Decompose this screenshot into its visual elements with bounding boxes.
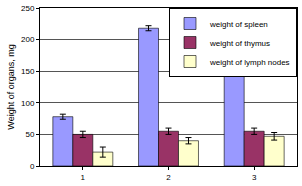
- svg-text:200: 200: [21, 35, 35, 44]
- svg-text:weight of thymus: weight of thymus: [209, 39, 270, 48]
- svg-text:250: 250: [21, 4, 35, 13]
- svg-text:1: 1: [81, 173, 86, 182]
- svg-text:weight of spleen: weight of spleen: [209, 20, 268, 29]
- svg-text:0: 0: [30, 162, 35, 171]
- svg-text:Weight of organs, mg: Weight of organs, mg: [6, 44, 16, 129]
- svg-text:150: 150: [21, 67, 35, 76]
- svg-text:weight of lymph nodes: weight of lymph nodes: [209, 58, 290, 67]
- svg-text:3: 3: [252, 173, 257, 182]
- svg-text:50: 50: [25, 130, 34, 139]
- svg-text:2: 2: [166, 173, 171, 182]
- svg-text:100: 100: [21, 99, 35, 108]
